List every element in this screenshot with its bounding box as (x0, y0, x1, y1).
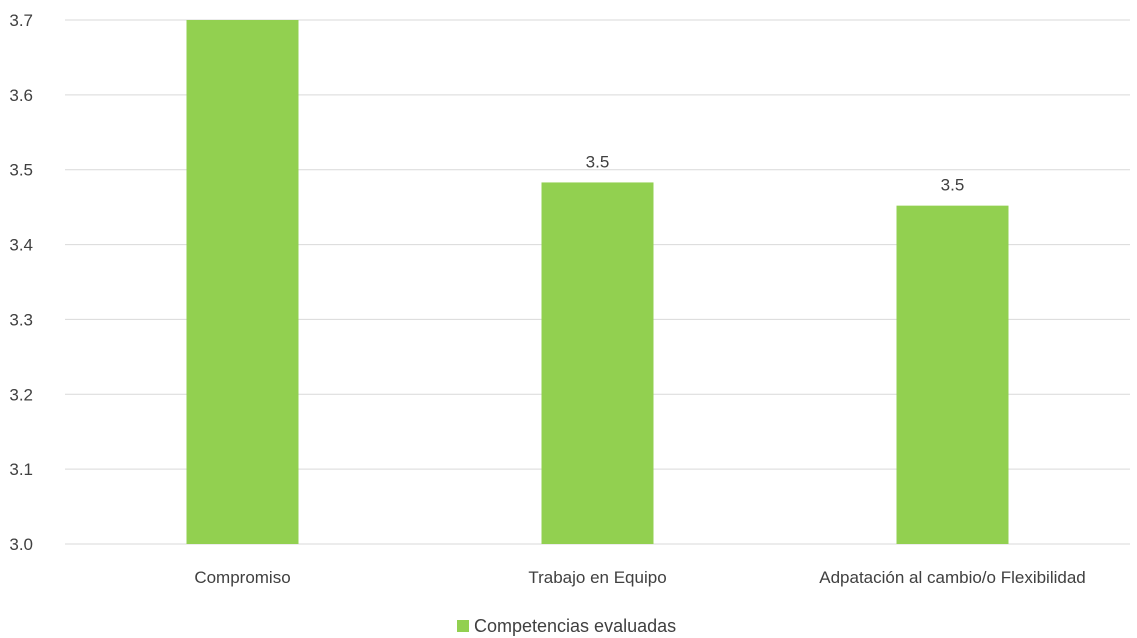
y-tick-label: 3.0 (9, 535, 33, 554)
y-tick-label: 3.1 (9, 460, 33, 479)
bar (541, 182, 654, 544)
y-tick-label: 3.4 (9, 236, 33, 255)
y-tick-label: 3.5 (9, 161, 33, 180)
bar (186, 20, 299, 544)
y-tick-label: 3.7 (9, 11, 33, 30)
y-tick-label: 3.6 (9, 86, 33, 105)
category-label: Adpatación al cambio/o Flexibilidad (819, 568, 1086, 587)
category-label: Trabajo en Equipo (528, 568, 666, 587)
y-tick-label: 3.2 (9, 385, 33, 404)
legend-swatch (457, 620, 469, 632)
legend: Competencias evaluadas (457, 616, 676, 636)
data-labels: 3.5 3.5 (586, 152, 965, 194)
y-axis-tick-labels: 3.0 3.1 3.2 3.3 3.4 3.5 3.6 3.7 (9, 11, 33, 554)
legend-label: Competencias evaluadas (474, 616, 676, 636)
data-label: 3.5 (586, 152, 610, 171)
y-tick-label: 3.3 (9, 310, 33, 329)
data-label: 3.5 (941, 176, 965, 195)
x-axis-category-labels: Compromiso Trabajo en Equipo Adpatación al… (194, 568, 1085, 587)
bars (186, 20, 1009, 544)
category-label: Compromiso (194, 568, 290, 587)
bar (896, 205, 1009, 544)
